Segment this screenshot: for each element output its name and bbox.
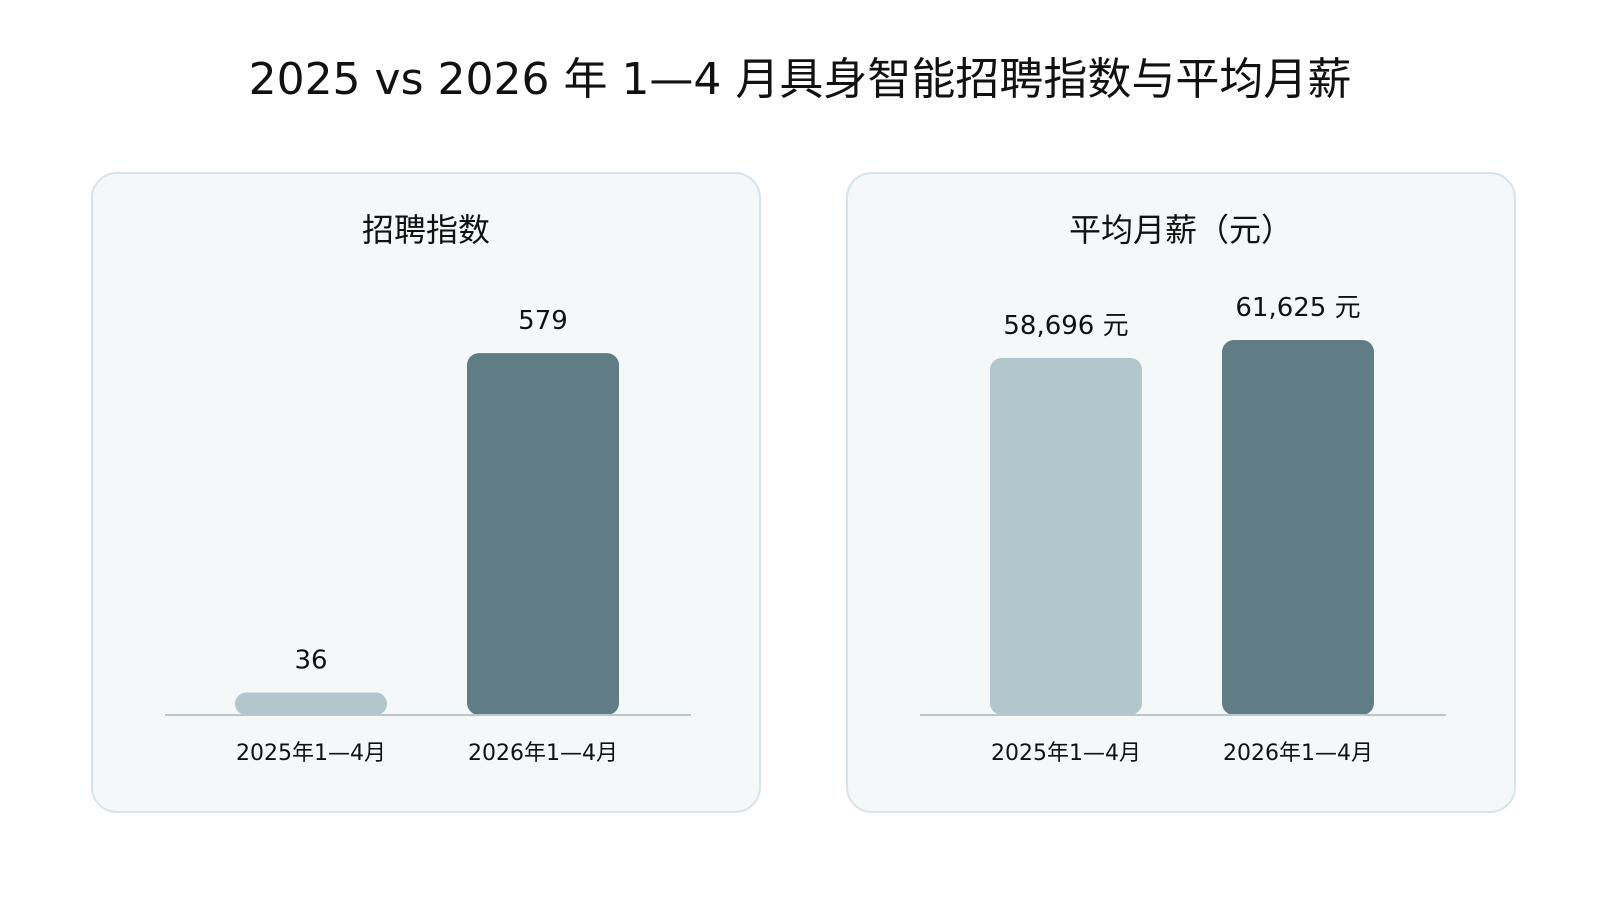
recruitment-category-label-2025: 2025年1—4月 (236, 741, 386, 766)
recruitment-category-label-2026: 2026年1—4月 (468, 741, 618, 766)
salary-bar-2026 (1222, 340, 1374, 715)
average-salary-chart: 58,696 元 2025年1—4月 61,625 元 2026年1—4月 (920, 293, 1446, 766)
recruitment-value-label-2026: 579 (518, 306, 568, 336)
salary-category-label-2026: 2026年1—4月 (1223, 741, 1373, 766)
recruitment-index-chart: 36 2025年1—4月 579 2026年1—4月 (165, 306, 691, 766)
recruitment-value-label-2025: 36 (294, 646, 327, 676)
salary-bar-2025 (990, 357, 1142, 715)
recruitment-bar-2025 (235, 692, 387, 715)
chart-title: 2025 vs 2026 年 1—4 月具身智能招聘指数与平均月薪 (248, 54, 1352, 105)
recruitment-bar-2026 (467, 353, 619, 715)
panel-title-average-salary: 平均月薪（元） (1068, 211, 1293, 249)
panel-average-salary: 平均月薪（元） 58,696 元 2025年1—4月 61,625 元 2026年1—… (846, 172, 1516, 813)
salary-value-label-2026: 61,625 元 (1235, 293, 1360, 323)
panel-title-recruitment-index: 招聘指数 (361, 211, 490, 249)
salary-value-label-2025: 58,696 元 (1003, 311, 1128, 341)
panel-recruitment-index: 招聘指数 36 2025年1—4月 579 2026年1—4月 (91, 172, 761, 813)
salary-category-label-2025: 2025年1—4月 (991, 741, 1141, 766)
